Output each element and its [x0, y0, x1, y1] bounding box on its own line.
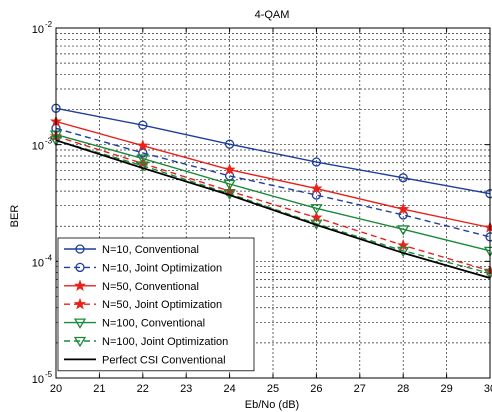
y-tick-exponent: -3 — [45, 137, 53, 146]
series-line — [55, 135, 491, 272]
data-point — [398, 173, 408, 183]
x-tick-label: 26 — [310, 383, 322, 395]
legend-marker — [73, 318, 87, 329]
legend-item: N=100, Joint Optimization — [64, 336, 228, 348]
y-tick-label: 10 — [32, 257, 44, 269]
series-line — [55, 107, 491, 195]
data-point — [138, 120, 148, 130]
data-point — [138, 148, 148, 158]
data-point — [136, 139, 149, 151]
series-line — [55, 133, 491, 252]
legend-marker — [75, 244, 85, 254]
tick-labels: 202122232425262728293010-510-410-310-2 — [32, 20, 492, 395]
x-tick-label: 30 — [484, 383, 492, 395]
data-point — [397, 202, 410, 215]
y-tick-label: 10 — [32, 141, 44, 153]
x-tick-label: 21 — [93, 383, 105, 395]
legend-marker — [73, 279, 87, 291]
x-tick-label: 22 — [137, 383, 149, 395]
legend: N=10, Conventional N=10, Joint Optimizati… — [57, 237, 255, 372]
data-point — [311, 157, 322, 167]
x-axis-label: Eb/No (dB) — [245, 399, 299, 411]
data-point — [224, 139, 235, 149]
chart-title: 4-QAM — [255, 9, 290, 21]
legend-box — [57, 237, 255, 372]
legend-label: N=50, Joint Optimization — [102, 299, 222, 311]
legend-label: N=100, Joint Optimization — [102, 336, 228, 348]
x-tick-label: 27 — [354, 383, 366, 395]
data-point — [310, 182, 323, 194]
x-tick-label: 20 — [50, 383, 62, 395]
y-tick-label: 10 — [32, 374, 44, 386]
legend-label: N=100, Conventional — [102, 318, 205, 330]
series-line — [55, 120, 491, 229]
x-tick-label: 28 — [397, 383, 409, 395]
legend-marker — [73, 336, 87, 348]
y-tick-exponent: -5 — [45, 370, 53, 379]
legend-marker — [73, 297, 87, 310]
legend-item: N=10, Conventional — [64, 244, 199, 256]
series-line — [55, 127, 491, 238]
data-point — [223, 163, 236, 175]
x-tick-label: 25 — [267, 383, 279, 395]
legend-item: Perfect CSI Conventional — [64, 354, 226, 366]
series-layer — [49, 103, 492, 280]
legend-label: N=50, Conventional — [102, 281, 199, 293]
legend-label: N=10, Conventional — [102, 244, 199, 256]
axes — [55, 27, 491, 379]
series-line — [55, 139, 491, 274]
y-tick-exponent: -2 — [45, 20, 53, 29]
legend-item: N=100, Conventional — [64, 318, 205, 330]
series-line — [55, 139, 491, 279]
data-point — [397, 225, 410, 236]
series-1 — [51, 103, 492, 199]
x-tick-label: 24 — [223, 383, 235, 395]
legend-marker — [75, 262, 85, 273]
x-tick-label: 23 — [180, 383, 192, 395]
y-axis-label: BER — [9, 205, 21, 228]
legend-item: N=10, Joint Optimization — [64, 262, 222, 274]
legend-item: N=50, Conventional — [64, 279, 199, 293]
series-7 — [55, 139, 491, 279]
legend-label: N=10, Joint Optimization — [102, 262, 222, 274]
data-point — [223, 179, 236, 191]
legend-item: N=50, Joint Optimization — [64, 297, 222, 311]
data-point — [310, 204, 323, 215]
legend-label: Perfect CSI Conventional — [102, 354, 226, 366]
data-point — [136, 154, 149, 165]
y-tick-exponent: -4 — [45, 253, 53, 262]
x-tick-label: 29 — [440, 383, 452, 395]
y-tick-label: 10 — [32, 24, 44, 36]
